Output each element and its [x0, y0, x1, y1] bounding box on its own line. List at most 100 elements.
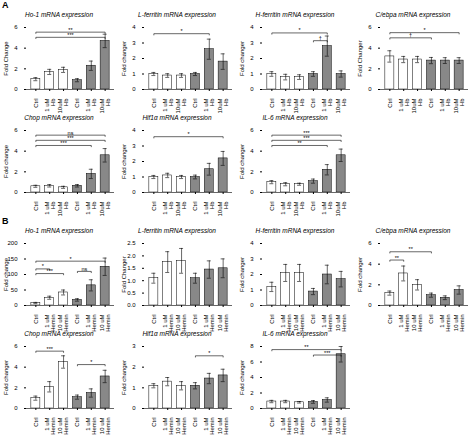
- svg-text:2.5: 2.5: [127, 240, 136, 246]
- svg-text:0: 0: [14, 189, 18, 195]
- svg-text:Ctrl: Ctrl: [74, 202, 80, 211]
- svg-text:1: 1: [132, 71, 136, 77]
- svg-text:1 uMHemin: 1 uMHemin: [280, 315, 292, 332]
- svg-text:10 uMHemin: 10 uMHemin: [217, 418, 229, 435]
- svg-text:10uMHb: 10uMHb: [99, 98, 111, 114]
- svg-text:4: 4: [250, 148, 254, 154]
- svg-text:0: 0: [368, 86, 372, 92]
- svg-text:10uMHb: 10uMHb: [217, 201, 229, 217]
- svg-text:Ctrl: Ctrl: [74, 315, 80, 324]
- svg-text:Fold changer: Fold changer: [121, 41, 127, 76]
- svg-text:*: *: [423, 27, 426, 33]
- svg-text:Ctrl: Ctrl: [310, 418, 316, 427]
- svg-text:1: 1: [132, 174, 136, 180]
- svg-text:2: 2: [14, 385, 18, 391]
- svg-text:Fold changer: Fold changer: [121, 144, 127, 179]
- svg-text:4: 4: [14, 364, 18, 370]
- svg-text:150: 150: [7, 256, 18, 262]
- svg-text:Ctrl: Ctrl: [387, 99, 393, 108]
- svg-text:Ctrl: Ctrl: [428, 315, 434, 324]
- svg-text:2: 2: [250, 55, 254, 61]
- svg-text:0: 0: [250, 86, 254, 92]
- svg-text:Ctrl: Ctrl: [74, 99, 80, 108]
- svg-text:***: ***: [47, 268, 54, 274]
- svg-text:Ctrl: Ctrl: [269, 202, 275, 211]
- svg-text:10uMHb: 10uMHb: [217, 98, 229, 114]
- svg-text:*: *: [208, 350, 211, 356]
- svg-text:8: 8: [250, 343, 254, 349]
- svg-text:1 uMHb: 1 uMHb: [280, 98, 292, 112]
- svg-text:*: *: [299, 27, 302, 33]
- svg-text:6: 6: [14, 24, 18, 30]
- svg-text:10uMHb: 10uMHb: [293, 98, 305, 114]
- svg-text:1 uMHemin: 1 uMHemin: [321, 315, 333, 332]
- svg-text:Ctrl: Ctrl: [192, 202, 198, 211]
- svg-text:3: 3: [250, 40, 254, 46]
- svg-text:6: 6: [250, 127, 254, 133]
- svg-text:Fold changer: Fold changer: [239, 41, 245, 76]
- svg-text:1 uMHb: 1 uMHb: [162, 201, 174, 215]
- svg-text:1 uMHb: 1 uMHb: [280, 201, 292, 215]
- svg-text:0: 0: [368, 302, 372, 308]
- svg-text:10 uMHemin: 10 uMHemin: [217, 315, 229, 332]
- svg-text:***: ***: [67, 135, 74, 141]
- svg-text:50: 50: [11, 287, 18, 293]
- svg-text:1 uMHemin: 1 uMHemin: [162, 315, 174, 332]
- svg-text:10uMHb: 10uMHb: [99, 201, 111, 217]
- svg-text:2: 2: [14, 169, 18, 175]
- svg-text:6: 6: [368, 240, 372, 246]
- svg-text:Ctrl: Ctrl: [310, 99, 316, 108]
- svg-text:Fold changer: Fold changer: [121, 360, 127, 395]
- svg-text:2: 2: [250, 169, 254, 175]
- svg-text:Ctrl: Ctrl: [33, 418, 39, 427]
- svg-text:1 uMHb: 1 uMHb: [321, 201, 333, 215]
- svg-text:2: 2: [368, 66, 372, 72]
- svg-text:Fold changer: Fold changer: [3, 360, 9, 395]
- svg-text:0: 0: [250, 405, 254, 411]
- svg-text:Ctrl: Ctrl: [74, 418, 80, 427]
- svg-text:Fold Changer: Fold Changer: [121, 256, 127, 292]
- svg-text:10 uMHemin: 10 uMHemin: [99, 418, 111, 435]
- svg-text:Ctrl: Ctrl: [310, 202, 316, 211]
- svg-text:10 uMHemin: 10 uMHemin: [175, 418, 187, 435]
- svg-text:10 uMHemin: 10 uMHemin: [57, 418, 69, 435]
- svg-text:6: 6: [250, 359, 254, 365]
- svg-text:1 uMHb: 1 uMHb: [44, 98, 56, 112]
- svg-text:1 uMHb: 1 uMHb: [162, 98, 174, 112]
- svg-text:Fold Changer: Fold Changer: [357, 40, 363, 76]
- svg-text:4: 4: [250, 24, 254, 30]
- svg-text:1 uMHb: 1 uMHb: [203, 98, 215, 112]
- svg-text:10uMHb: 10uMHb: [293, 201, 305, 217]
- svg-text:10 uMHemin: 10 uMHemin: [335, 418, 347, 435]
- svg-text:†: †: [319, 35, 322, 41]
- svg-text:3: 3: [132, 143, 136, 149]
- svg-text:1 uMHemin: 1 uMHemin: [280, 418, 292, 435]
- svg-text:Ctrl: Ctrl: [33, 202, 39, 211]
- svg-text:1 uMHemin: 1 uMHemin: [162, 418, 174, 435]
- svg-text:4: 4: [250, 374, 254, 380]
- svg-text:2: 2: [250, 390, 254, 396]
- svg-text:Ctrl: Ctrl: [151, 202, 157, 211]
- svg-text:Ctrl: Ctrl: [192, 99, 198, 108]
- svg-text:10 uMHemin: 10 uMHemin: [293, 418, 305, 435]
- svg-text:100: 100: [7, 271, 18, 277]
- svg-text:1 uMHemin: 1 uMHemin: [203, 418, 215, 435]
- svg-text:2: 2: [14, 66, 18, 72]
- svg-text:10uMHb: 10uMHb: [57, 98, 69, 114]
- svg-text:4: 4: [132, 127, 136, 133]
- svg-text:Fold Change: Fold Change: [3, 41, 9, 76]
- svg-text:1 uMHemin: 1 uMHemin: [44, 418, 56, 435]
- svg-text:6: 6: [14, 127, 18, 133]
- svg-text:4: 4: [368, 261, 372, 267]
- svg-text:10 uMHemin: 10 uMHemin: [57, 315, 69, 332]
- svg-text:200: 200: [7, 240, 18, 246]
- svg-text:**: **: [297, 140, 302, 146]
- svg-text:***: ***: [303, 135, 310, 141]
- svg-text:**: **: [395, 255, 400, 261]
- svg-text:Ctrl: Ctrl: [33, 99, 39, 108]
- svg-text:10uMHb: 10uMHb: [335, 201, 347, 217]
- svg-text:1 uMHemin: 1 uMHemin: [439, 315, 451, 332]
- svg-text:***: ***: [60, 140, 67, 146]
- svg-text:1 uMHb: 1 uMHb: [85, 201, 97, 215]
- svg-text:2: 2: [132, 364, 136, 370]
